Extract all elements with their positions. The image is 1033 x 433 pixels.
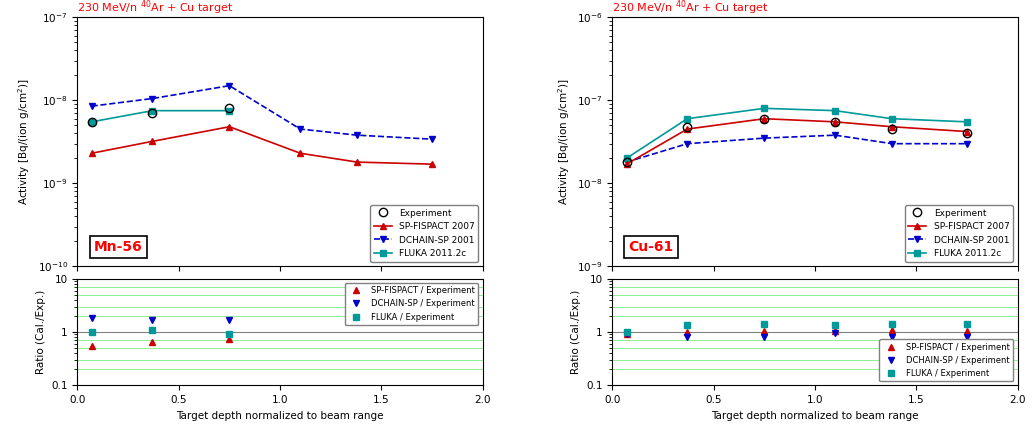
Experiment [828,119,841,124]
SP-FISPACT / Experiment [885,327,898,333]
X-axis label: Target depth normalized to beam range: Target depth normalized to beam range [711,410,918,420]
X-axis label: Target depth normalized to beam range: Target depth normalized to beam range [177,410,384,420]
DCHAIN-SP / Experiment [147,317,159,322]
Line: FLUKA / Experiment: FLUKA / Experiment [623,321,970,336]
SP-FISPACT / Experiment [620,331,632,336]
Y-axis label: Ratio (Cal./Exp.): Ratio (Cal./Exp.) [36,290,45,374]
SP-FISPACT 2007 [86,151,98,156]
DCHAIN-SP / Experiment [961,334,973,339]
FLUKA 2011.2c [961,119,973,124]
Line: SP-FISPACT 2007: SP-FISPACT 2007 [623,115,970,168]
FLUKA 2011.2c [681,116,693,121]
Text: 230 MeV/n $^{40}$Ar + Cu target: 230 MeV/n $^{40}$Ar + Cu target [613,0,769,17]
FLUKA 2011.2c [86,119,98,124]
Line: DCHAIN-SP 2001: DCHAIN-SP 2001 [623,132,970,165]
DCHAIN-SP / Experiment [885,335,898,340]
FLUKA 2011.2c [828,108,841,113]
DCHAIN-SP 2001 [620,159,632,165]
DCHAIN-SP 2001 [885,141,898,146]
SP-FISPACT 2007 [620,162,632,167]
Line: DCHAIN-SP 2001: DCHAIN-SP 2001 [88,82,436,142]
SP-FISPACT 2007 [426,162,438,167]
Experiment [758,116,771,121]
DCHAIN-SP 2001 [828,132,841,138]
DCHAIN-SP / Experiment [620,331,632,336]
Legend: SP-FISPACT / Experiment, DCHAIN-SP / Experiment, FLUKA / Experiment: SP-FISPACT / Experiment, DCHAIN-SP / Exp… [345,283,478,325]
SP-FISPACT / Experiment [223,336,236,341]
Line: SP-FISPACT / Experiment: SP-FISPACT / Experiment [623,326,970,337]
Legend: SP-FISPACT / Experiment, DCHAIN-SP / Experiment, FLUKA / Experiment: SP-FISPACT / Experiment, DCHAIN-SP / Exp… [879,339,1013,381]
FLUKA / Experiment [147,327,159,333]
FLUKA / Experiment [223,332,236,337]
SP-FISPACT 2007 [223,124,236,129]
SP-FISPACT / Experiment [681,329,693,334]
DCHAIN-SP 2001 [961,141,973,146]
FLUKA / Experiment [758,322,771,327]
SP-FISPACT 2007 [885,124,898,129]
Experiment [681,124,693,129]
FLUKA 2011.2c [223,108,236,113]
DCHAIN-SP / Experiment [86,316,98,321]
SP-FISPACT / Experiment [147,339,159,345]
Experiment [961,131,973,136]
SP-FISPACT 2007 [351,159,364,165]
Y-axis label: Activity [Bq/(ion g/cm$^2$)]: Activity [Bq/(ion g/cm$^2$)] [17,78,32,205]
SP-FISPACT / Experiment [758,328,771,333]
DCHAIN-SP / Experiment [223,317,236,322]
Line: Experiment: Experiment [622,115,971,166]
FLUKA 2011.2c [620,156,632,161]
Line: Experiment: Experiment [88,104,233,126]
Line: SP-FISPACT / Experiment: SP-FISPACT / Experiment [88,335,232,349]
Text: Cu-61: Cu-61 [628,240,674,254]
Y-axis label: Ratio (Cal./Exp.): Ratio (Cal./Exp.) [570,290,581,374]
SP-FISPACT 2007 [294,151,307,156]
FLUKA / Experiment [885,322,898,327]
FLUKA 2011.2c [758,106,771,111]
Experiment [223,106,236,111]
SP-FISPACT / Experiment [86,343,98,349]
Text: Mn-56: Mn-56 [94,240,143,254]
Experiment [86,119,98,124]
DCHAIN-SP / Experiment [681,334,693,339]
SP-FISPACT 2007 [758,116,771,121]
DCHAIN-SP 2001 [86,103,98,109]
SP-FISPACT 2007 [681,126,693,132]
Line: SP-FISPACT 2007: SP-FISPACT 2007 [88,123,436,168]
SP-FISPACT 2007 [828,119,841,124]
Line: FLUKA / Experiment: FLUKA / Experiment [88,326,232,338]
FLUKA / Experiment [961,322,973,327]
SP-FISPACT / Experiment [828,328,841,333]
SP-FISPACT 2007 [961,129,973,134]
Line: FLUKA 2011.2c: FLUKA 2011.2c [88,107,232,125]
FLUKA / Experiment [620,330,632,335]
Line: DCHAIN-SP / Experiment: DCHAIN-SP / Experiment [88,315,232,323]
DCHAIN-SP 2001 [681,141,693,146]
DCHAIN-SP 2001 [351,132,364,138]
DCHAIN-SP 2001 [294,126,307,132]
Legend: Experiment, SP-FISPACT 2007, DCHAIN-SP 2001, FLUKA 2011.2c: Experiment, SP-FISPACT 2007, DCHAIN-SP 2… [905,205,1013,262]
Experiment [147,110,159,116]
DCHAIN-SP 2001 [758,136,771,141]
FLUKA / Experiment [828,323,841,328]
SP-FISPACT 2007 [147,139,159,144]
DCHAIN-SP / Experiment [828,331,841,336]
FLUKA / Experiment [681,323,693,328]
Experiment [885,126,898,132]
Y-axis label: Activity [Bq/(ion g/cm$^2$)]: Activity [Bq/(ion g/cm$^2$)] [556,78,571,205]
DCHAIN-SP / Experiment [758,335,771,340]
DCHAIN-SP 2001 [147,96,159,101]
Legend: Experiment, SP-FISPACT 2007, DCHAIN-SP 2001, FLUKA 2011.2c: Experiment, SP-FISPACT 2007, DCHAIN-SP 2… [370,205,478,262]
DCHAIN-SP 2001 [223,83,236,88]
Line: FLUKA 2011.2c: FLUKA 2011.2c [623,105,970,162]
DCHAIN-SP 2001 [426,136,438,142]
Text: 230 MeV/n $^{40}$Ar + Cu target: 230 MeV/n $^{40}$Ar + Cu target [77,0,233,17]
Experiment [620,159,632,165]
FLUKA / Experiment [86,330,98,335]
Line: DCHAIN-SP / Experiment: DCHAIN-SP / Experiment [623,330,970,341]
SP-FISPACT / Experiment [961,328,973,333]
FLUKA 2011.2c [885,116,898,121]
FLUKA 2011.2c [147,108,159,113]
